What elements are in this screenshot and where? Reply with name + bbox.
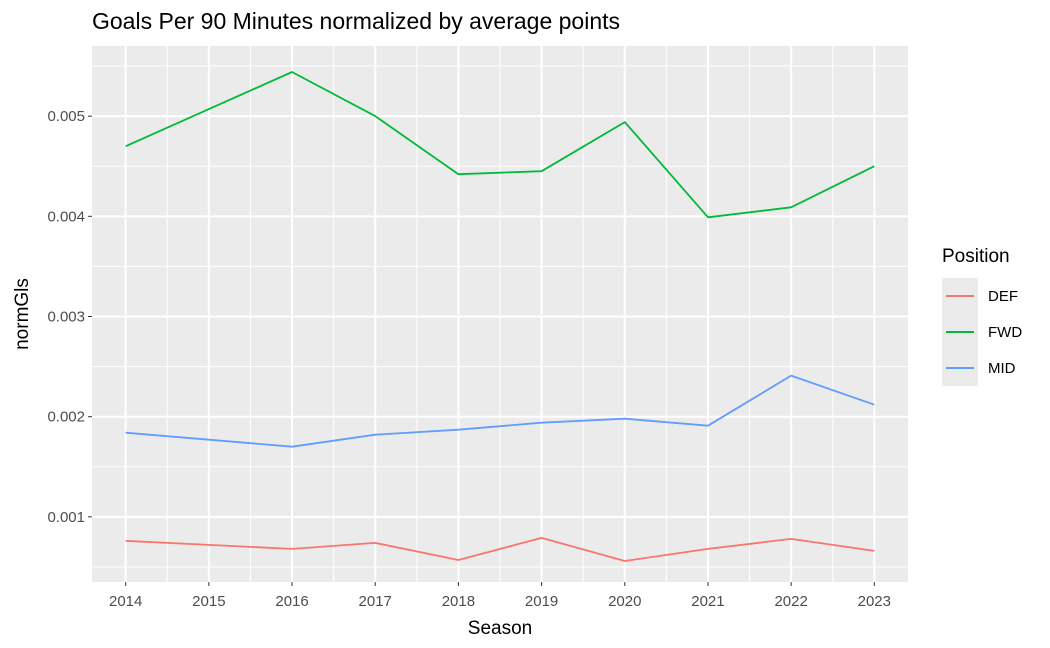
x-tick-label: 2017 bbox=[359, 593, 392, 610]
legend-label: FWD bbox=[988, 323, 1023, 341]
x-tick-label: 2014 bbox=[109, 593, 142, 610]
legend-key bbox=[942, 278, 978, 314]
x-tick-label: 2021 bbox=[691, 593, 724, 610]
legend-swatch bbox=[946, 367, 974, 369]
y-tick-label: 0.005 bbox=[47, 108, 85, 125]
y-axis: 0.001 0.002 0.003 0.004 0.005 bbox=[47, 108, 92, 526]
legend-key bbox=[942, 350, 978, 386]
x-tick-label: 2023 bbox=[858, 593, 891, 610]
legend-item-mid: MID bbox=[942, 350, 1022, 386]
legend-item-fwd: FWD bbox=[942, 314, 1022, 350]
x-tick-label: 2019 bbox=[525, 593, 558, 610]
legend-label: DEF bbox=[988, 287, 1018, 305]
legend-title: Position bbox=[942, 246, 1010, 267]
y-tick-label: 0.002 bbox=[47, 409, 85, 426]
y-axis-title: normGls bbox=[12, 278, 33, 350]
x-axis: 2014 2015 2016 2017 2018 2019 2020 2021 2022 2023 bbox=[109, 582, 891, 610]
x-tick-label: 2016 bbox=[275, 593, 308, 610]
legend: Position DEF FWD MID bbox=[942, 246, 1022, 386]
minor-gridlines bbox=[92, 46, 908, 582]
y-tick-label: 0.003 bbox=[47, 309, 85, 326]
chart-title: Goals Per 90 Minutes normalized by avera… bbox=[92, 8, 621, 34]
legend-items: DEF FWD MID bbox=[942, 278, 1022, 386]
legend-item-def: DEF bbox=[942, 278, 1022, 314]
legend-label: MID bbox=[988, 359, 1016, 377]
x-tick-label: 2015 bbox=[192, 593, 225, 610]
legend-key bbox=[942, 314, 978, 350]
series-line-fwd bbox=[125, 71, 875, 219]
series-lines bbox=[125, 71, 875, 562]
x-axis-title: Season bbox=[468, 618, 532, 639]
y-tick-label: 0.004 bbox=[47, 208, 85, 225]
legend-swatch bbox=[946, 295, 974, 297]
x-tick-label: 2022 bbox=[774, 593, 807, 610]
series-line-mid bbox=[125, 374, 875, 448]
x-tick-label: 2020 bbox=[608, 593, 641, 610]
legend-swatch bbox=[946, 331, 974, 333]
y-tick-label: 0.001 bbox=[47, 509, 85, 526]
major-gridlines bbox=[92, 46, 908, 582]
series-line-def bbox=[125, 537, 875, 562]
x-tick-label: 2018 bbox=[442, 593, 475, 610]
